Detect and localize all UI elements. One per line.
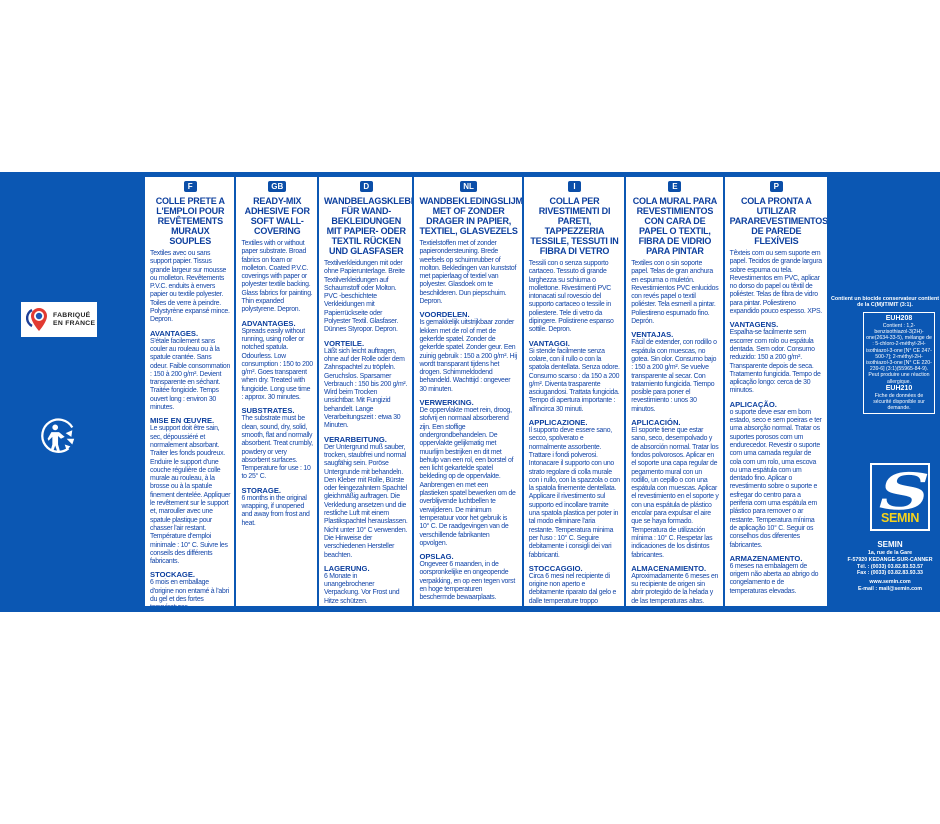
section-text: Textiles con o sin soporte papel. Telas … (631, 260, 719, 326)
column-portuguese: P COLA PRONTA A UTILIZAR PARAREVESTIMENTO… (725, 177, 827, 606)
section-text: Läßt sich leicht auftragen, ohne auf der… (324, 347, 408, 430)
hazard-box: EUH208 Contient : 1,2-benzisothiazol-3(2… (863, 311, 935, 415)
section-text: Textiles avec ou sans support papier. Ti… (150, 250, 230, 324)
section-heading: SUBSTRATES. (241, 406, 295, 416)
section-text: Têxteis com ou sem suporte em papel. Tec… (729, 250, 823, 316)
section-text: Si stende facilmente senza colare, con i… (528, 347, 620, 413)
product-label-instructions: F COLLE PRETE A L'EMPLOI POUR REVÊTEMENTS… (143, 177, 829, 608)
language-code-badge: GB (268, 181, 287, 192)
euh210-code: EUH210 (885, 384, 913, 392)
column-french: F COLLE PRETE A L'EMPLOI POUR REVÊTEMENTS… (145, 177, 237, 606)
section-text: El soporte tiene que estar sano, seco, d… (631, 427, 719, 559)
section-text: Espalha-se facilmente sem escorrer com r… (729, 329, 821, 395)
s-logo-mark: S (870, 462, 939, 521)
section-heading: ARMAZENAMENTO. (729, 553, 803, 563)
section-heading: OPSLAG. (419, 552, 454, 562)
section-text: De oppervlakte moet rein, droog, stofvri… (419, 407, 516, 547)
column-title: COLLA PER RIVESTIMENTI DI PARETI, TAPPEZ… (530, 196, 619, 256)
address-line-1: 1a, rue de la Gare (867, 550, 913, 556)
section-heading: VERWERKING. (419, 398, 474, 408)
triman-recycle-icon (41, 418, 75, 453)
section-heading: ALMACENAMIENTO. (631, 563, 707, 573)
section-text: Spreads easily without running, using ro… (241, 327, 313, 402)
hazard-statement: Contient un biocide conservateur contien… (830, 296, 940, 415)
section-heading: VOORDELEN. (419, 310, 470, 320)
section-text: 6 Monate in unangebrochener Verpackung. … (324, 572, 400, 605)
section-text: 6 mois en emballage d'origine non entamé… (150, 579, 229, 606)
section-text: Le support doit être sain, sec, dépoussi… (150, 425, 231, 566)
language-code-badge: E (668, 181, 682, 192)
email-link[interactable]: E-mail : mail@semin.com (857, 585, 923, 592)
section-heading: APPLICAZIONE. (528, 418, 588, 428)
section-heading: ADVANTAGES. (241, 318, 296, 328)
location-pin-icon (26, 307, 47, 331)
section-heading: VANTAGGI. (528, 338, 570, 348)
column-title: COLLE PRETE A L'EMPLOI POUR REVÊTEMENTS … (155, 196, 225, 246)
section-text: Textiles with or without paper substrate… (241, 240, 313, 314)
language-code-badge: I (567, 181, 581, 192)
language-code-badge: P (769, 181, 783, 192)
section-heading: MISE EN ŒUVRE. (150, 416, 215, 426)
biocide-notice: Contient un biocide conservateur contien… (830, 296, 940, 309)
column-spanish: E COLA MURAL PARA REVESTIMIENTOS CON CARA… (626, 177, 725, 606)
language-code-badge: NL (460, 181, 477, 192)
euh208-text: Contient : 1,2-benzisothiazol-3(2H)-one(… (866, 322, 932, 385)
section-text: Tessili con o senza supporto cartaceo. T… (528, 260, 614, 334)
language-code-badge: F (183, 181, 197, 192)
section-text: Fácil de extender, con rodillo o espátul… (631, 339, 717, 413)
website-link[interactable]: www.semin.com (869, 579, 911, 586)
column-dutch: NL WANDBEKLEDINGSLIJM MET OF ZONDER DRAGE… (414, 177, 524, 606)
column-english: GB READY-MIX ADHESIVE FOR SOFT WALL-COVER… (236, 177, 319, 606)
section-heading: APLICAÇÃO. (729, 399, 777, 409)
euh208-code: EUH208 (885, 314, 913, 322)
section-heading: VERARBEITUNG. (324, 434, 387, 444)
section-text: S'étale facilement sans couler au roulea… (150, 337, 231, 412)
company-name: SEMIN (877, 540, 903, 549)
section-heading: VANTAGENS. (729, 320, 779, 330)
language-code-badge: D (359, 181, 373, 192)
section-heading: AVANTAGES. (150, 328, 199, 338)
section-heading: APLICACIÓN. (631, 418, 681, 428)
company-address: SEMIN 1a, rue de la Gare F-57920 KEDANGE… (840, 540, 940, 593)
section-text: 6 months in the original wrapping, if un… (241, 494, 310, 527)
section-text: Circa 6 mesi nel recipiente di origine n… (528, 572, 617, 606)
column-title: COLA PRONTA A UTILIZAR PARAREVESTIMENTOS… (729, 196, 827, 246)
made-in-france-label: FABRIQUÉ EN FRANCE (53, 312, 96, 327)
section-heading: VORTEILE. (324, 338, 365, 348)
section-text: Aproximadamente 6 meses en su recipiente… (631, 572, 719, 605)
section-text: Is gemakkelijk uitstrijkbaar zonder lekk… (419, 319, 517, 393)
logo-wordmark: SEMIN (880, 511, 920, 525)
section-text: Ongeveer 6 maanden, in de oorspronkelijk… (419, 561, 515, 602)
section-heading: STOCCAGGIO. (528, 563, 583, 573)
section-heading: STOCKAGE. (150, 570, 196, 580)
made-in-france-badge: FABRIQUÉ EN FRANCE (21, 302, 97, 337)
section-text: 6 meses na embalagem de origem não abert… (729, 562, 819, 595)
column-italian: I COLLA PER RIVESTIMENTI DI PARETI, TAPPE… (524, 177, 627, 606)
section-text: The substrate must be clean, sound, dry,… (241, 415, 313, 481)
column-title: COLA MURAL PARA REVESTIMIENTOS CON CARA … (632, 196, 718, 256)
column-german: D WANDBELAGSKLEBER FÜR WAND-BEKLEIDUNGEN … (319, 177, 415, 606)
section-text: o suporte deve esar em bom estado, seco … (729, 408, 822, 549)
section-text: Der Untergrund muß sauber, trocken, stau… (324, 443, 408, 559)
phone: Tél. : (0033) 03.82.83.53.57 (857, 563, 923, 570)
semin-logo: S SEMIN (870, 462, 938, 531)
column-title: WANDBELAGSKLEBER FÜR WAND-BEKLEIDUNGEN M… (324, 196, 415, 256)
column-title: READY-MIX ADHESIVE FOR SOFT WALL-COVERIN… (244, 196, 310, 236)
section-heading: STORAGE. (241, 485, 281, 495)
address-line-2: F-57920 KEDANGE-SUR-CANNER (847, 556, 933, 563)
section-heading: VENTAJAS. (631, 330, 674, 340)
section-text: Textilverkleidungen mit oder ohne Papier… (324, 260, 405, 334)
euh210-text: Fiche de données de sécurité disponible … (873, 392, 925, 412)
section-text: Il supporto deve essere sano, secco, spo… (528, 427, 620, 559)
column-title: WANDBEKLEDINGSLIJM MET OF ZONDER DRAGER … (419, 196, 523, 236)
fax: Fax : (0033) 03.82.83.93.33 (857, 570, 923, 577)
section-text: Textielstoffen met of zonder papieronder… (419, 240, 517, 306)
section-heading: LAGERUNG. (324, 563, 370, 573)
